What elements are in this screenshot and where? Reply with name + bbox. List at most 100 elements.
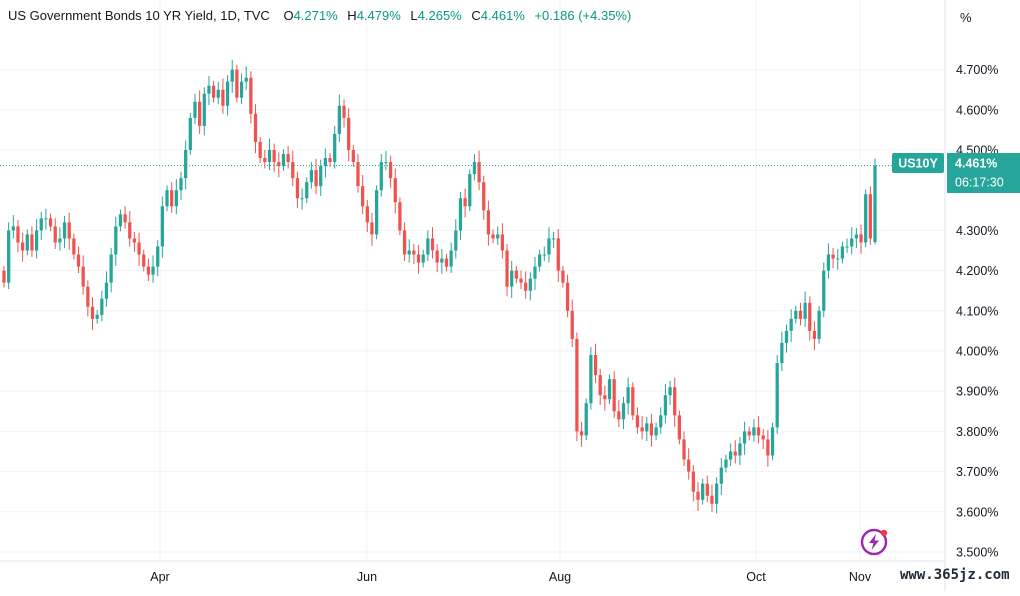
last-price-tag: US10Y 4.461% 06:17:30 [892, 153, 1020, 193]
candle [184, 140, 188, 190]
candle [333, 125, 337, 169]
candle-body [556, 238, 560, 271]
candle-body [100, 298, 104, 315]
candle-body [309, 170, 314, 183]
candle [272, 143, 276, 172]
candle-body [663, 395, 668, 416]
candle [575, 332, 579, 442]
candle [715, 477, 719, 514]
candle [165, 185, 169, 212]
candle [682, 431, 686, 466]
candle [864, 189, 868, 248]
candle [281, 149, 286, 171]
candle-body [132, 238, 137, 243]
candle-body [272, 150, 276, 163]
candle-body [323, 158, 328, 167]
candle [430, 227, 435, 259]
candle [193, 93, 197, 125]
candle-body [542, 254, 546, 256]
candle [211, 80, 216, 103]
y-tick-label: 3.800% [956, 425, 998, 439]
candle-body [277, 162, 281, 167]
candle-body [30, 234, 34, 251]
candle-body [626, 387, 630, 404]
candle-body [766, 439, 770, 456]
candle-body [435, 250, 439, 263]
lightning-bolt-icon[interactable] [859, 527, 889, 557]
candle-body [719, 467, 723, 484]
candle [118, 209, 123, 232]
x-tick-label: Nov [849, 570, 872, 584]
candle [76, 246, 81, 274]
candle-body [575, 338, 579, 432]
candle [109, 248, 113, 293]
chart-legend[interactable]: US Government Bonds 10 YR Yield, 1D, TVC… [8, 8, 631, 23]
price-unit-label[interactable]: % [960, 10, 972, 25]
candle [370, 212, 374, 246]
candle-body [48, 218, 53, 227]
candle [407, 239, 411, 263]
candle-body [551, 238, 556, 240]
candle [733, 440, 737, 464]
time-axis[interactable]: Apr Jun Aug Oct Nov [150, 570, 872, 584]
candle-body [840, 246, 845, 259]
candle [673, 377, 677, 427]
price-tag-countdown: 06:17:30 [955, 176, 1004, 190]
candle [225, 75, 230, 116]
candle-body [826, 254, 831, 271]
candle-body [868, 194, 872, 239]
candle-body [430, 238, 435, 251]
candle-body [873, 165, 877, 243]
candle [426, 230, 430, 261]
candle-body [44, 218, 48, 220]
candle [794, 305, 798, 324]
candle [775, 355, 779, 434]
candle-body [859, 234, 863, 243]
candle [482, 175, 486, 220]
candle [505, 244, 509, 297]
candle [524, 271, 528, 299]
candle [114, 216, 118, 266]
high-value: 4.479% [356, 8, 401, 23]
candle [58, 227, 62, 251]
candle-body [831, 254, 835, 259]
candle-body [197, 101, 202, 126]
candle-body [570, 310, 574, 339]
y-tick-label: 4.300% [956, 224, 998, 238]
candle [752, 419, 756, 442]
candle [188, 113, 192, 155]
symbol-title[interactable]: US Government Bonds 10 YR Yield, 1D, TVC [8, 8, 270, 23]
candle [519, 270, 523, 290]
candle-body [701, 483, 705, 500]
candle [836, 248, 840, 270]
candle [556, 228, 560, 282]
candle-body [72, 238, 76, 255]
candle [477, 150, 481, 191]
candle-body [458, 198, 463, 231]
candle [132, 232, 137, 253]
candle [859, 224, 863, 254]
candle-body [174, 190, 178, 207]
candle [780, 331, 784, 372]
candle [90, 297, 95, 331]
price-axis[interactable]: 4.700%4.600%4.500%4.300%4.200%4.100%4.00… [956, 63, 998, 559]
candle-body [286, 154, 290, 163]
candle [649, 413, 654, 447]
candle-body [645, 423, 649, 432]
candle [100, 290, 104, 322]
candle [81, 255, 85, 295]
candle [845, 238, 849, 253]
candle-body [472, 162, 477, 175]
candle [496, 226, 500, 245]
candle [873, 158, 877, 245]
candle-body [388, 162, 393, 179]
candle [770, 422, 775, 461]
candle [356, 154, 360, 193]
candle-body [850, 238, 854, 247]
candle [416, 244, 421, 274]
candle [701, 478, 705, 505]
candle-body [21, 242, 25, 251]
candle [179, 171, 183, 200]
